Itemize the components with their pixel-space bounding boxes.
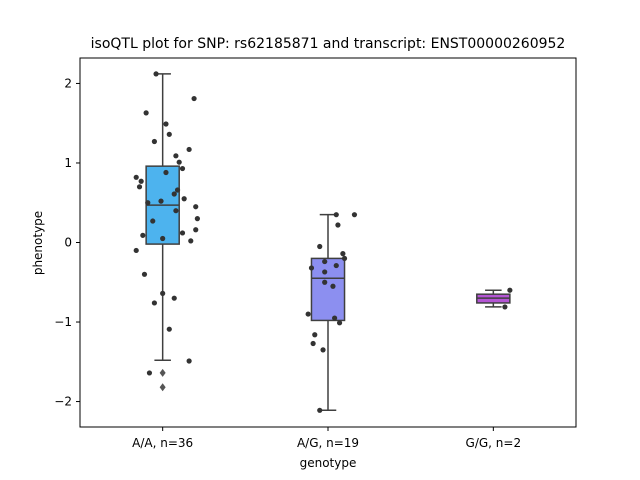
data-point — [332, 315, 338, 321]
data-point — [166, 131, 172, 137]
y-tick-label: 0 — [64, 236, 72, 250]
data-point — [308, 265, 315, 271]
data-point — [336, 320, 343, 326]
data-point — [173, 153, 179, 159]
data-point — [133, 174, 139, 180]
data-point — [163, 121, 169, 127]
data-point — [146, 370, 153, 376]
data-point — [351, 212, 358, 218]
data-point — [150, 218, 156, 224]
data-point — [179, 165, 186, 172]
outlier-marker — [159, 383, 166, 392]
data-point — [143, 110, 149, 116]
data-point — [160, 235, 166, 242]
data-point — [173, 208, 179, 214]
data-point — [186, 358, 192, 364]
data-point — [502, 304, 508, 310]
x-tick-label: A/A, n=36 — [132, 436, 193, 450]
data-point — [312, 332, 318, 338]
data-point — [133, 247, 139, 254]
data-point — [507, 287, 513, 293]
data-point — [140, 232, 146, 238]
data-point — [333, 212, 339, 218]
data-point — [158, 198, 164, 204]
x-tick-label: A/G, n=19 — [297, 436, 359, 450]
data-point — [160, 290, 166, 296]
data-point — [136, 184, 143, 190]
data-point — [193, 227, 199, 233]
outlier-marker — [159, 368, 166, 377]
data-point — [188, 238, 194, 244]
data-point — [333, 262, 339, 269]
data-point — [141, 271, 148, 277]
box-iqr — [310, 257, 346, 322]
data-point — [186, 146, 192, 153]
data-point — [171, 191, 177, 197]
data-point — [181, 196, 187, 202]
data-point — [191, 95, 197, 102]
data-point — [153, 71, 159, 77]
data-point — [341, 255, 348, 262]
data-point — [340, 251, 346, 257]
data-point — [305, 311, 311, 317]
data-point — [320, 347, 326, 353]
data-point — [335, 222, 341, 228]
data-point — [193, 204, 199, 210]
data-point — [330, 283, 336, 289]
data-point — [322, 258, 328, 265]
data-point — [151, 138, 157, 145]
data-point — [322, 279, 328, 285]
data-point — [317, 407, 323, 413]
x-tick-label: G/G, n=2 — [466, 436, 522, 450]
data-point — [179, 230, 186, 236]
y-tick-label: −1 — [54, 315, 72, 329]
data-point — [166, 326, 172, 332]
y-tick-label: 1 — [64, 156, 72, 170]
data-point — [138, 178, 144, 184]
data-point — [194, 216, 200, 222]
data-point — [176, 159, 182, 165]
data-point — [317, 243, 323, 250]
data-point — [171, 295, 177, 301]
data-point — [145, 200, 151, 206]
chart-title: isoQTL plot for SNP: rs62185871 and tran… — [91, 36, 566, 52]
plot-area: −2 −1 0 1 2 A/A, n=36 A/G, n=19 G/G, n=2 — [54, 57, 577, 450]
data-point — [310, 340, 316, 347]
y-tick-label: −2 — [54, 395, 72, 409]
data-point — [151, 300, 157, 306]
y-axis-label: phenotype — [31, 211, 45, 275]
data-point — [163, 169, 169, 176]
y-tick-label: 2 — [64, 76, 72, 90]
x-axis-label: genotype — [300, 456, 357, 470]
data-point — [322, 269, 328, 275]
data-point — [174, 187, 181, 193]
